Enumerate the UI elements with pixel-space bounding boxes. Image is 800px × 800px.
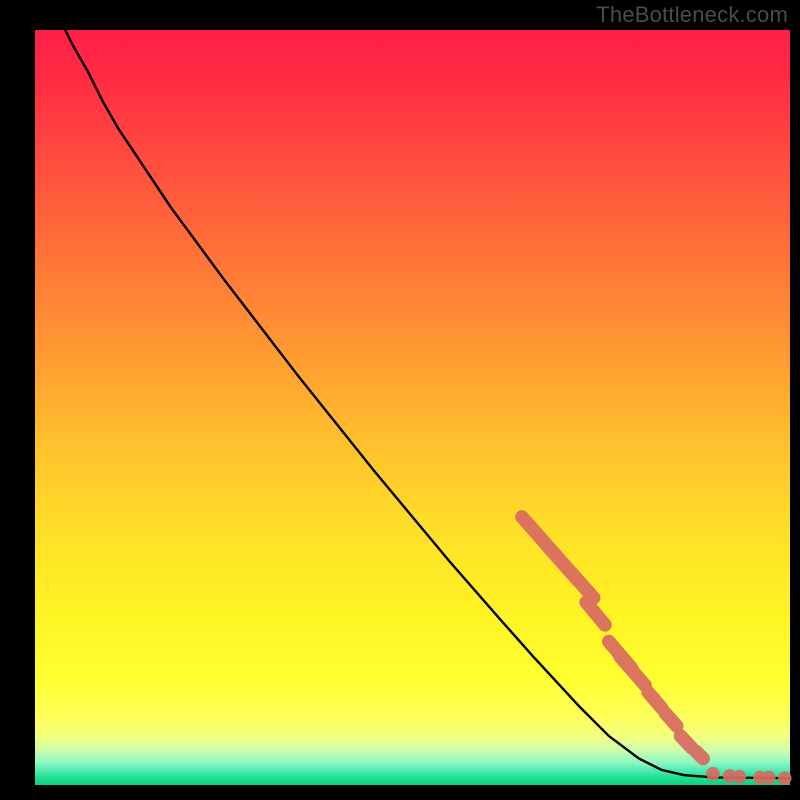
- marker-group: [522, 517, 792, 785]
- chart-plot-area: [35, 30, 790, 785]
- marker-dot: [762, 771, 776, 785]
- canvas-root: TheBottleneck.com: [0, 0, 800, 800]
- watermark-text: TheBottleneck.com: [596, 2, 788, 28]
- bottleneck-curve: [65, 30, 790, 778]
- marker-segment: [548, 547, 593, 598]
- marker-segment: [681, 736, 692, 748]
- marker-segment: [586, 602, 605, 625]
- marker-segment: [620, 657, 645, 686]
- marker-segment: [648, 692, 662, 708]
- marker-segment: [665, 713, 676, 726]
- chart-svg: [35, 30, 790, 785]
- marker-dot: [778, 771, 792, 785]
- marker-dot: [733, 770, 747, 784]
- marker-segment: [696, 751, 704, 759]
- marker-dot: [706, 767, 720, 781]
